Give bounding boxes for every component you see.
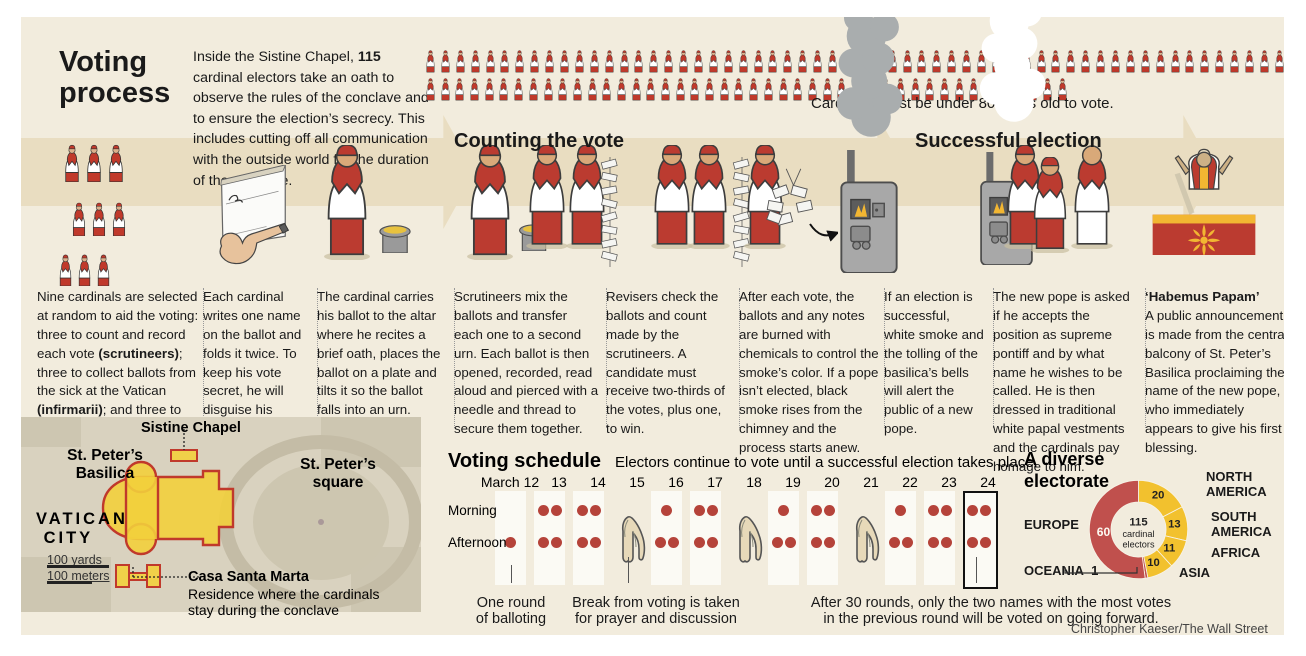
svg-text:11: 11 [1163,543,1175,555]
svg-text:60: 60 [1097,525,1111,539]
svg-text:13: 13 [1168,518,1181,530]
svg-text:20: 20 [1152,490,1165,502]
svg-text:115: 115 [1129,516,1147,528]
svg-text:electors: electors [1122,539,1154,549]
svg-text:cardinal: cardinal [1122,529,1154,539]
